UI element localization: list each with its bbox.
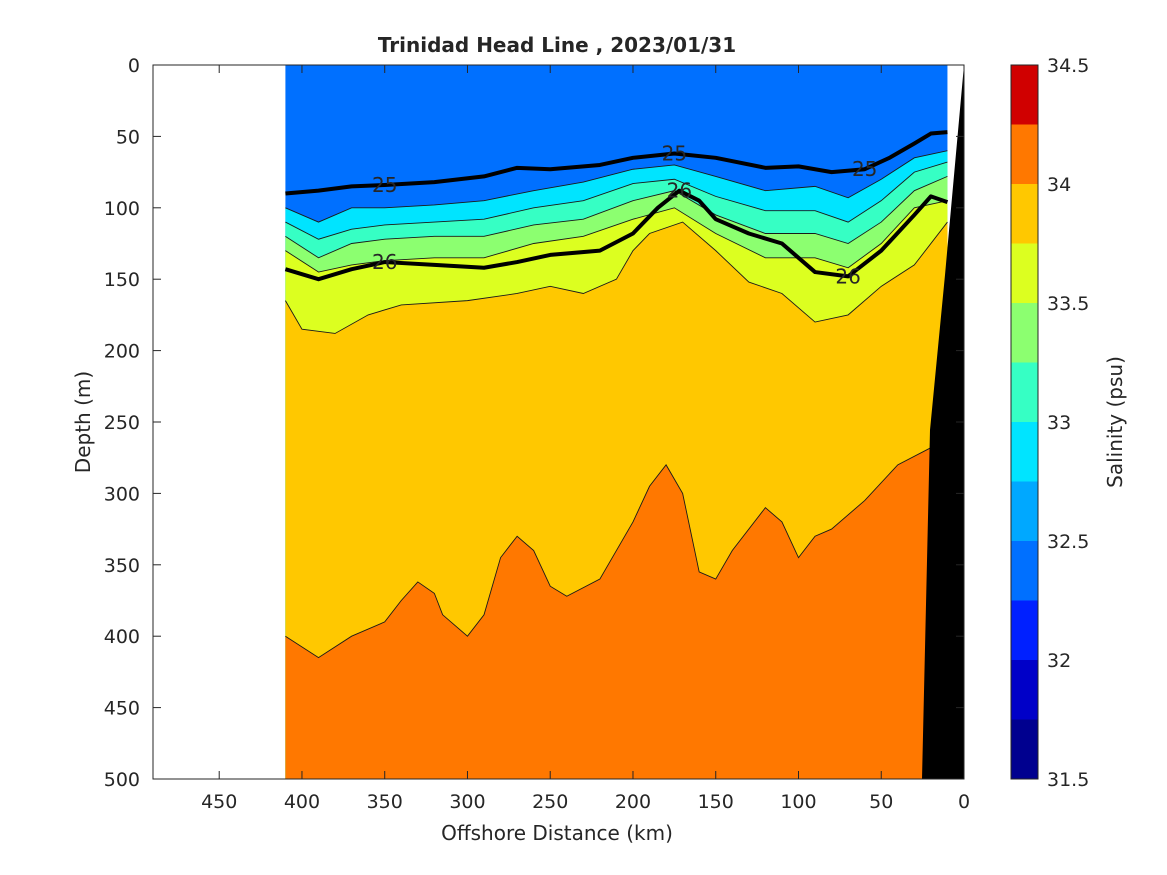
y-tick-label: 150 — [104, 269, 140, 291]
y-tick-label: 500 — [104, 769, 140, 791]
y-tick-label: 400 — [104, 626, 140, 648]
isopycnal-label: 25 — [372, 173, 397, 197]
y-tick-label: 0 — [128, 55, 140, 77]
x-axis-label: Offshore Distance (km) — [441, 821, 673, 845]
contour-line — [285, 200, 948, 273]
contour-line — [285, 447, 932, 659]
colorbar-swatch — [1011, 600, 1038, 660]
contour-line — [285, 175, 948, 259]
colorbar-swatch — [1011, 362, 1038, 422]
contour-line — [285, 161, 948, 240]
colorbar-tick-label: 32 — [1047, 650, 1071, 672]
x-tick-label: 250 — [532, 791, 568, 813]
colorbar-swatch — [1011, 481, 1038, 541]
x-tick-label: 0 — [958, 791, 970, 813]
x-tick-label: 400 — [284, 791, 320, 813]
isopycnal-line — [284, 188, 949, 282]
x-tick-label: 50 — [869, 791, 893, 813]
colorbar-swatch — [1011, 124, 1038, 184]
y-tick-label: 100 — [104, 198, 140, 220]
isopycnal-label: 25 — [852, 157, 877, 181]
x-tick-label: 450 — [201, 791, 237, 813]
colorbar-tick-label: 31.5 — [1047, 769, 1089, 791]
x-tick-label: 350 — [367, 791, 403, 813]
contour-line — [285, 150, 948, 223]
colorbar-swatch — [1011, 184, 1038, 244]
colorbar-swatch — [1011, 541, 1038, 601]
plot-area: 25 25 25 26 26 26 — [152, 64, 965, 780]
colorbar-tick-label: 34.5 — [1047, 55, 1089, 77]
colorbar-tick-label: 32.5 — [1047, 531, 1089, 553]
contour-line — [285, 221, 948, 334]
colorbar-swatch — [1011, 243, 1038, 303]
salinity-band — [285, 447, 948, 779]
x-tick-label: 200 — [615, 791, 651, 813]
x-tick-label: 100 — [780, 791, 816, 813]
y-tick-label: 50 — [116, 126, 140, 148]
colorbar-label: Salinity (psu) — [1103, 356, 1127, 488]
y-tick-label: 200 — [104, 341, 140, 363]
y-tick-label: 350 — [104, 555, 140, 577]
y-tick-label: 450 — [104, 698, 140, 720]
colorbar-frame — [1010, 64, 1039, 780]
y-axis: 0 50 100 150 200 250 300 350 400 450 500 — [104, 55, 964, 791]
chart-title: Trinidad Head Line , 2023/01/31 — [378, 33, 736, 57]
isopycnal-label: 26 — [835, 264, 860, 288]
x-tick-label: 300 — [449, 791, 485, 813]
isopycnal-label: 25 — [662, 142, 687, 166]
isopycnal-label: 26 — [667, 179, 692, 203]
isopycnal-line — [285, 130, 948, 196]
colorbar-swatch — [1011, 65, 1038, 125]
colorbar-swatch — [1011, 719, 1038, 779]
seafloor-bathymetry — [922, 65, 964, 779]
colorbar-swatch — [1011, 422, 1038, 482]
colorbar-swatch — [1011, 303, 1038, 363]
isopycnal-label: 26 — [372, 250, 397, 274]
x-tick-label: 150 — [698, 791, 734, 813]
y-tick-label: 250 — [104, 412, 140, 434]
x-axis: 450 400 350 300 250 200 150 100 50 0 — [201, 65, 970, 813]
y-axis-label: Depth (m) — [71, 371, 95, 473]
y-tick-label: 300 — [104, 483, 140, 505]
colorbar: 34.5 34 33.5 33 32.5 32 31.5 — [1010, 55, 1089, 791]
colorbar-swatch — [1011, 660, 1038, 720]
colorbar-tick-label: 33 — [1047, 412, 1071, 434]
colorbar-tick-label: 33.5 — [1047, 293, 1089, 315]
colorbar-tick-label: 34 — [1047, 174, 1071, 196]
